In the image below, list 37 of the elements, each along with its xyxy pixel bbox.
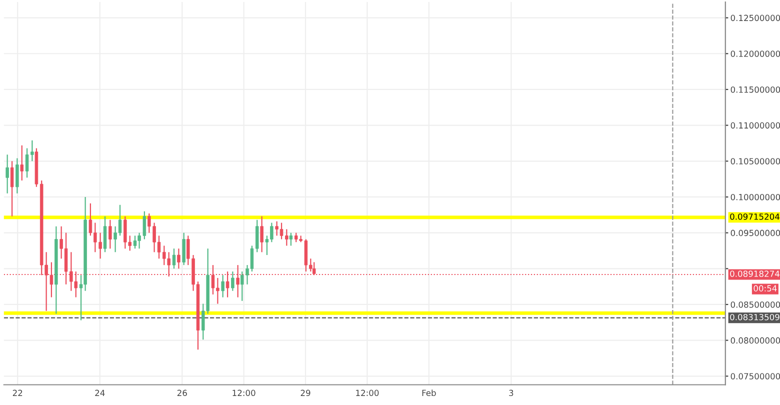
candlestick [182, 232, 186, 266]
y-tick-label: 0.10000000 [730, 194, 780, 200]
candlestick [172, 248, 176, 270]
ref-line-label: 0.08918274 [730, 270, 780, 277]
candlestick [16, 158, 19, 194]
y-tick-label: 0.11000000 [730, 122, 780, 129]
y-tick-label: 0.08500000 [730, 301, 780, 308]
candlestick [260, 216, 264, 253]
y-tick-label: 0.11500000 [730, 86, 780, 93]
candlestick [6, 154, 9, 194]
y-tick-label: 0.10500000 [730, 158, 780, 164]
ref-line-label: 0.08313509 [730, 314, 780, 320]
x-tick-label: 29 [300, 390, 310, 396]
x-tick-label: 24 [95, 390, 105, 396]
x-tick-label: 3 [509, 390, 514, 396]
ref-line-label: 0.09715204 [730, 213, 780, 220]
y-tick-label: 0.12000000 [730, 50, 780, 57]
candlestick [231, 270, 234, 292]
text: 00:54 [754, 285, 777, 292]
y-tick-label: 0.07500000 [730, 373, 780, 380]
candlestick [108, 219, 112, 250]
candlestick [103, 216, 107, 253]
candlestick [10, 160, 14, 217]
y-tick-label: 0.08000000 [730, 337, 780, 344]
y-tick-label: 0.12500000 [730, 14, 780, 22]
x-tick-label: 12:00 [356, 390, 379, 396]
candlestick [133, 235, 137, 250]
x-tick-label: 22 [12, 390, 22, 396]
x-tick-label: Feb [422, 390, 436, 396]
candlestick [289, 232, 293, 246]
candlestick [255, 219, 259, 253]
y-tick-label: 0.09500000 [730, 230, 780, 236]
candlestick [177, 248, 180, 270]
candlestick [20, 144, 24, 182]
x-tick-label: 26 [177, 390, 187, 396]
candlestick [221, 274, 224, 298]
x-tick-label: 12:00 [232, 390, 256, 396]
